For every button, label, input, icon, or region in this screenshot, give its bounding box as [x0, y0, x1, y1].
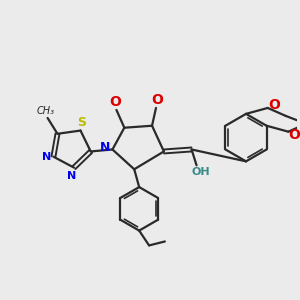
Text: O: O	[268, 98, 280, 112]
Text: CH₃: CH₃	[37, 106, 55, 116]
Text: OH: OH	[191, 167, 210, 177]
Text: O: O	[288, 128, 300, 142]
Text: O: O	[110, 95, 122, 109]
Text: O: O	[151, 93, 163, 107]
Text: S: S	[77, 116, 86, 129]
Text: N: N	[100, 141, 111, 154]
Text: N: N	[68, 170, 76, 181]
Text: N: N	[42, 152, 51, 162]
